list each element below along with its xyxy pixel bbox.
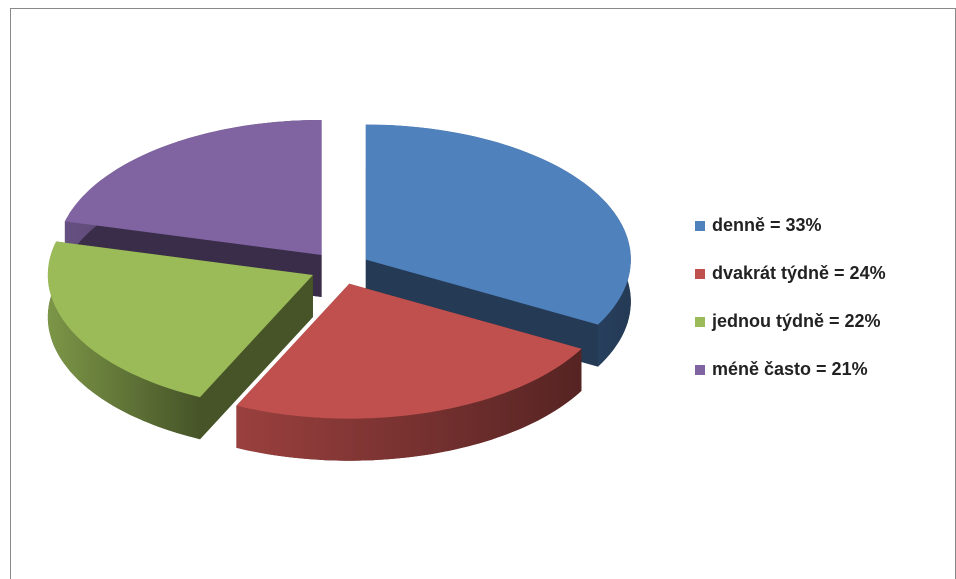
- slice-top: [365, 124, 631, 325]
- legend-swatch: [695, 317, 705, 327]
- legend-swatch: [695, 221, 705, 231]
- slice-wall: [47, 241, 201, 440]
- legend-label: méně často = 21%: [712, 359, 868, 379]
- slice: [365, 124, 631, 367]
- legend-swatch: [695, 269, 705, 279]
- slice-top: [236, 283, 582, 419]
- slice-top: [47, 241, 313, 398]
- legend-label: dvakrát týdně = 24%: [712, 263, 886, 283]
- legend-swatch: [695, 365, 705, 375]
- slice-top: [64, 120, 322, 255]
- slice-side: [200, 275, 313, 440]
- legend-label: jednou týdně = 22%: [711, 311, 881, 331]
- slice: [236, 283, 582, 461]
- legend-label: denně = 33%: [712, 215, 822, 235]
- slice-wall: [236, 348, 582, 461]
- slice: [47, 241, 313, 440]
